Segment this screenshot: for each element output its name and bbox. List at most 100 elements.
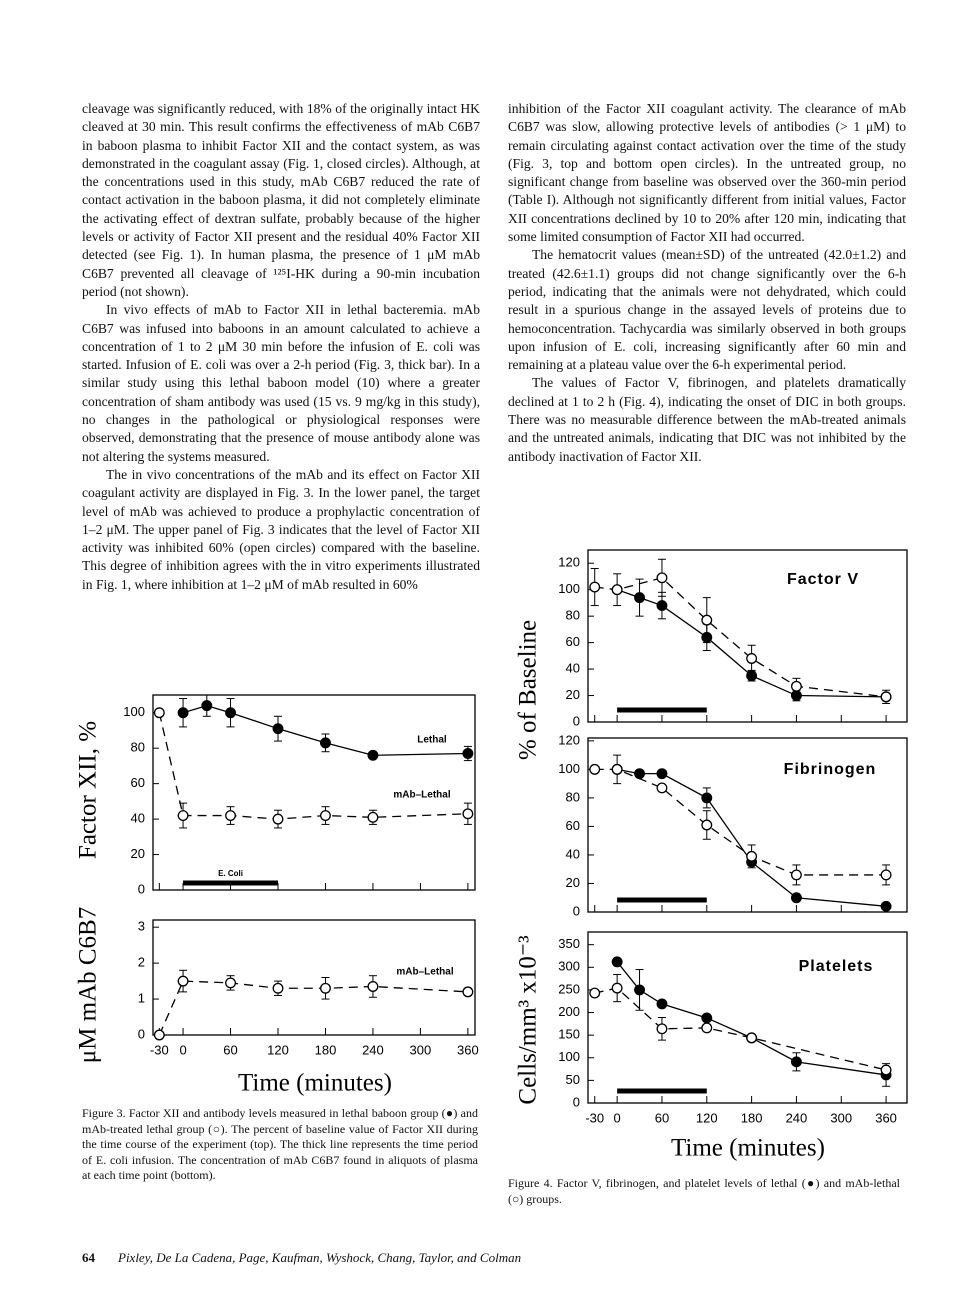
y-tick-label: 120 (558, 555, 580, 570)
y-axis-label: Factor XII, % (75, 721, 102, 859)
data-point (746, 850, 758, 862)
y-tick-label: 20 (131, 846, 145, 861)
y-tick-label: 0 (573, 1094, 580, 1109)
data-point (462, 986, 474, 998)
figure-caption: Figure 4. Factor V, fibrinogen, and plat… (508, 1176, 900, 1206)
x-tick-label: 0 (614, 1110, 621, 1125)
y-tick-label: 80 (566, 608, 580, 623)
x-tick-label: 180 (315, 1042, 337, 1057)
y-tick-label: 150 (558, 1027, 580, 1042)
running-footer: Pixley, De La Cadena, Page, Kaufman, Wys… (118, 1250, 522, 1265)
data-point (320, 737, 331, 749)
data-point (656, 998, 668, 1010)
data-point (225, 810, 236, 821)
data-point (880, 869, 892, 881)
data-point (177, 975, 189, 987)
data-point (790, 1056, 802, 1068)
data-point (611, 763, 623, 775)
x-tick-label: -30 (150, 1042, 169, 1057)
y-tick-label: 100 (558, 761, 580, 776)
page-number: 64 (82, 1250, 95, 1265)
y-tick-label: 100 (558, 581, 580, 596)
data-point (611, 956, 623, 968)
series-label: Lethal (417, 735, 447, 746)
series-line (594, 987, 887, 1071)
x-axis-label: Time (minutes) (671, 1135, 825, 1162)
data-point (589, 763, 601, 775)
data-point (701, 1022, 713, 1034)
data-point (611, 982, 623, 994)
data-point (656, 1023, 668, 1035)
y-tick-label: 20 (566, 875, 580, 890)
y-axis-label: μM mAb C6B7 (75, 907, 102, 1063)
data-point (177, 707, 189, 719)
plot-frame (587, 549, 908, 723)
paragraph: In vivo effects of mAb to Factor XII in … (82, 302, 480, 464)
y-tick-label: 200 (558, 1004, 580, 1019)
y-tick-label: 300 (558, 959, 580, 974)
plot-frame (587, 931, 908, 1104)
data-point (746, 653, 758, 664)
y-tick-label: 1 (138, 991, 145, 1006)
data-point (701, 1012, 713, 1024)
data-point (880, 691, 892, 703)
y-tick-label: 2 (138, 955, 145, 970)
data-point (634, 984, 645, 996)
y-tick-label: 0 (138, 881, 145, 896)
data-point (367, 749, 379, 761)
y-tick-label: 100 (123, 704, 145, 719)
y-tick-label: 0 (138, 1026, 145, 1041)
data-point (462, 748, 474, 759)
x-tick-label: 0 (179, 1042, 186, 1057)
data-point (153, 707, 165, 719)
paragraph: The values of Factor V, fibrinogen, and … (508, 375, 906, 464)
y-tick-label: 100 (558, 1049, 580, 1064)
data-point (225, 707, 236, 719)
y-tick-label: 60 (566, 818, 580, 833)
data-point (367, 811, 379, 823)
y-tick-label: 60 (131, 775, 145, 790)
data-point (320, 810, 331, 821)
y-tick-label: 80 (131, 740, 145, 755)
plot-frame (152, 694, 476, 891)
data-point (177, 810, 189, 821)
y-tick-label: 250 (558, 981, 580, 996)
paragraph: inhibition of the Factor XII coagulant a… (508, 101, 906, 245)
x-tick-label: 240 (362, 1042, 384, 1057)
data-point (462, 808, 474, 820)
data-point (611, 584, 623, 596)
x-axis-label: Time (minutes) (238, 1070, 392, 1097)
paragraph: cleavage was significantly reduced, with… (82, 101, 480, 299)
data-point (153, 1029, 165, 1041)
data-point (656, 572, 668, 584)
data-point (634, 768, 645, 780)
y-axis-label: % of Baseline (515, 620, 542, 760)
y-tick-label: 80 (566, 789, 580, 804)
left-column: cleavage was significantly reduced, with… (82, 100, 480, 594)
data-point (320, 982, 331, 994)
data-point (589, 987, 601, 999)
y-tick-label: 3 (138, 919, 145, 934)
panel-title: Platelets (799, 958, 874, 975)
series-label: mAb–Lethal (393, 790, 450, 801)
figure-caption: Figure 3. Factor XII and antibody levels… (82, 1106, 478, 1183)
data-point (225, 977, 236, 989)
y-tick-label: 20 (566, 687, 580, 702)
plot-frame (152, 919, 476, 1036)
data-point (656, 782, 668, 794)
x-tick-label: 120 (267, 1042, 289, 1057)
data-point (201, 700, 213, 712)
data-point (701, 819, 713, 831)
x-tick-label: 360 (457, 1042, 479, 1057)
series-label: mAb–Lethal (396, 967, 453, 978)
x-tick-label: 300 (410, 1042, 432, 1057)
data-point (589, 581, 601, 593)
infusion-label: E. Coli (218, 869, 243, 878)
x-tick-label: 60 (655, 1110, 669, 1125)
x-tick-label: 120 (696, 1110, 718, 1125)
paragraph: The hematocrit values (mean±SD) of the u… (508, 247, 906, 373)
y-tick-label: 60 (566, 634, 580, 649)
series-line (616, 961, 887, 1076)
